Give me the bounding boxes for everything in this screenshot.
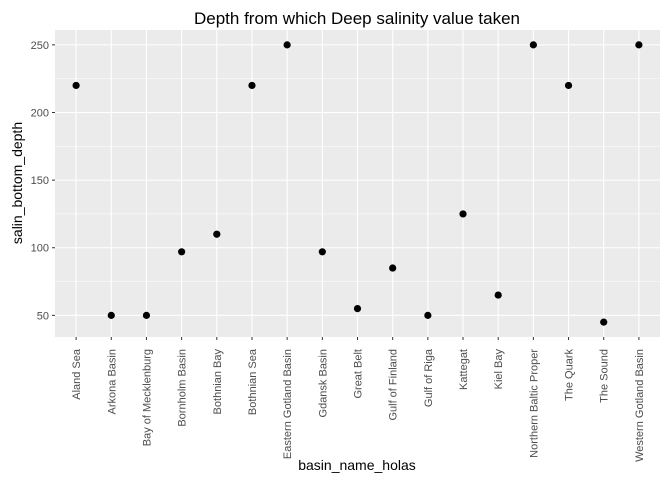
data-point xyxy=(494,291,502,299)
data-point xyxy=(72,81,80,90)
y-axis-title: salin_bottom_depth xyxy=(9,122,25,244)
x-tick-label: The Quark xyxy=(564,349,576,401)
y-tick-label: 150 xyxy=(31,175,49,187)
x-axis-ticks: Aland Sea Arkona Basin Bay of Mecklenburg B… xyxy=(71,337,646,462)
x-tick-label: Bay of Mecklenburg xyxy=(141,349,153,446)
x-tick-label: Kattegat xyxy=(458,349,470,390)
data-points xyxy=(72,41,643,326)
x-axis-title: basin_name_holas xyxy=(298,457,416,473)
x-tick-label: Bothnian Bay xyxy=(212,349,224,415)
x-tick-label: Northern Baltic Proper xyxy=(528,349,540,458)
y-tick-label: 50 xyxy=(37,310,49,322)
data-point xyxy=(107,311,115,319)
y-axis-ticks: 50 100 150 200 250 xyxy=(31,40,55,322)
data-point xyxy=(635,41,643,49)
x-tick-label: Gulf of Riga xyxy=(423,348,435,407)
x-tick-label: Gdansk Basin xyxy=(317,349,329,417)
data-point xyxy=(564,81,573,90)
chart-title: Depth from which Deep salinity value tak… xyxy=(194,9,520,28)
x-tick-label: Western Gotland Basin xyxy=(634,349,646,462)
x-tick-label: Bornholm Basin xyxy=(177,349,189,427)
x-tick-label: Gulf of Finland xyxy=(388,349,400,421)
y-tick-label: 250 xyxy=(31,40,49,52)
x-tick-label: Bothnian Sea xyxy=(247,348,259,415)
data-point xyxy=(389,264,397,272)
gridlines xyxy=(55,30,660,337)
data-point xyxy=(459,210,467,218)
data-point xyxy=(424,311,432,319)
x-tick-label: Eastern Gotland Basin xyxy=(282,349,294,459)
x-tick-label: Aland Sea xyxy=(71,348,83,400)
x-tick-label: Kiel Bay xyxy=(493,349,505,390)
y-tick-label: 200 xyxy=(31,107,49,119)
data-point xyxy=(600,318,608,326)
data-point xyxy=(529,41,537,49)
data-point xyxy=(142,311,151,319)
data-point xyxy=(283,41,291,49)
data-point xyxy=(318,248,326,256)
data-point xyxy=(353,304,362,313)
data-point xyxy=(248,81,256,90)
x-tick-label: Great Belt xyxy=(353,349,365,399)
data-point xyxy=(178,248,186,256)
x-tick-label: The Sound xyxy=(599,349,611,403)
data-point xyxy=(213,230,221,238)
y-tick-label: 100 xyxy=(31,243,49,255)
x-tick-label: Arkona Basin xyxy=(106,349,118,414)
